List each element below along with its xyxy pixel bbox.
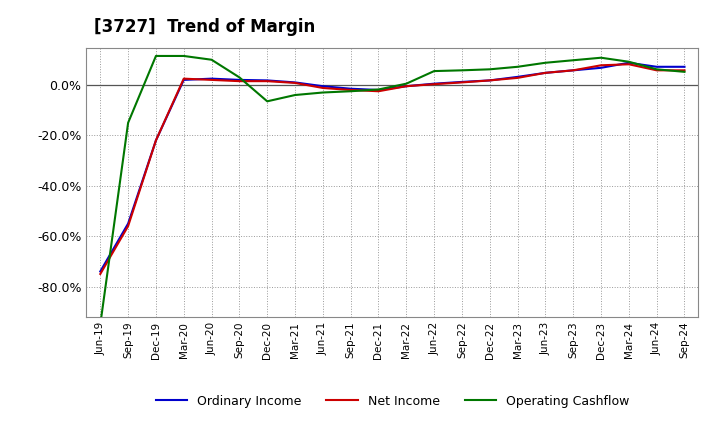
Operating Cashflow <box>124 120 132 125</box>
Ordinary Income <box>152 138 161 143</box>
Operating Cashflow <box>263 99 271 104</box>
Ordinary Income <box>374 88 383 93</box>
Ordinary Income <box>207 76 216 81</box>
Operating Cashflow <box>346 88 355 94</box>
Ordinary Income <box>597 65 606 70</box>
Ordinary Income <box>96 269 104 274</box>
Net Income <box>541 70 550 76</box>
Ordinary Income <box>402 84 410 89</box>
Ordinary Income <box>179 77 188 83</box>
Ordinary Income <box>124 221 132 226</box>
Operating Cashflow <box>235 75 243 80</box>
Net Income <box>402 84 410 89</box>
Net Income <box>430 81 438 87</box>
Net Income <box>652 68 661 73</box>
Net Income <box>291 80 300 85</box>
Net Income <box>597 62 606 68</box>
Ordinary Income <box>652 64 661 70</box>
Operating Cashflow <box>96 322 104 327</box>
Net Income <box>569 68 577 73</box>
Ordinary Income <box>346 86 355 92</box>
Net Income <box>179 76 188 81</box>
Net Income <box>374 88 383 94</box>
Ordinary Income <box>291 80 300 85</box>
Legend: Ordinary Income, Net Income, Operating Cashflow: Ordinary Income, Net Income, Operating C… <box>150 389 634 413</box>
Ordinary Income <box>541 70 550 76</box>
Operating Cashflow <box>318 90 327 95</box>
Operating Cashflow <box>513 64 522 70</box>
Ordinary Income <box>430 81 438 86</box>
Operating Cashflow <box>374 87 383 92</box>
Net Income <box>485 78 494 83</box>
Line: Net Income: Net Income <box>100 64 685 274</box>
Net Income <box>263 78 271 84</box>
Operating Cashflow <box>652 67 661 72</box>
Operating Cashflow <box>680 69 689 74</box>
Operating Cashflow <box>597 55 606 60</box>
Ordinary Income <box>680 64 689 70</box>
Operating Cashflow <box>458 68 467 73</box>
Operating Cashflow <box>430 69 438 74</box>
Net Income <box>207 77 216 83</box>
Ordinary Income <box>235 77 243 83</box>
Text: [3727]  Trend of Margin: [3727] Trend of Margin <box>94 18 315 36</box>
Net Income <box>96 271 104 277</box>
Ordinary Income <box>318 84 327 89</box>
Net Income <box>458 80 467 85</box>
Net Income <box>346 88 355 93</box>
Operating Cashflow <box>541 60 550 66</box>
Ordinary Income <box>624 60 633 66</box>
Operating Cashflow <box>207 57 216 62</box>
Operating Cashflow <box>291 92 300 98</box>
Operating Cashflow <box>624 59 633 64</box>
Ordinary Income <box>569 68 577 73</box>
Net Income <box>235 78 243 84</box>
Net Income <box>680 68 689 73</box>
Ordinary Income <box>513 74 522 80</box>
Operating Cashflow <box>152 53 161 59</box>
Operating Cashflow <box>569 58 577 63</box>
Net Income <box>152 138 161 143</box>
Ordinary Income <box>458 79 467 84</box>
Net Income <box>624 62 633 67</box>
Operating Cashflow <box>402 81 410 86</box>
Line: Operating Cashflow: Operating Cashflow <box>100 56 685 324</box>
Operating Cashflow <box>485 67 494 72</box>
Line: Ordinary Income: Ordinary Income <box>100 63 685 271</box>
Operating Cashflow <box>179 53 188 59</box>
Ordinary Income <box>485 78 494 83</box>
Net Income <box>124 224 132 229</box>
Net Income <box>513 75 522 81</box>
Net Income <box>318 85 327 91</box>
Ordinary Income <box>263 78 271 83</box>
